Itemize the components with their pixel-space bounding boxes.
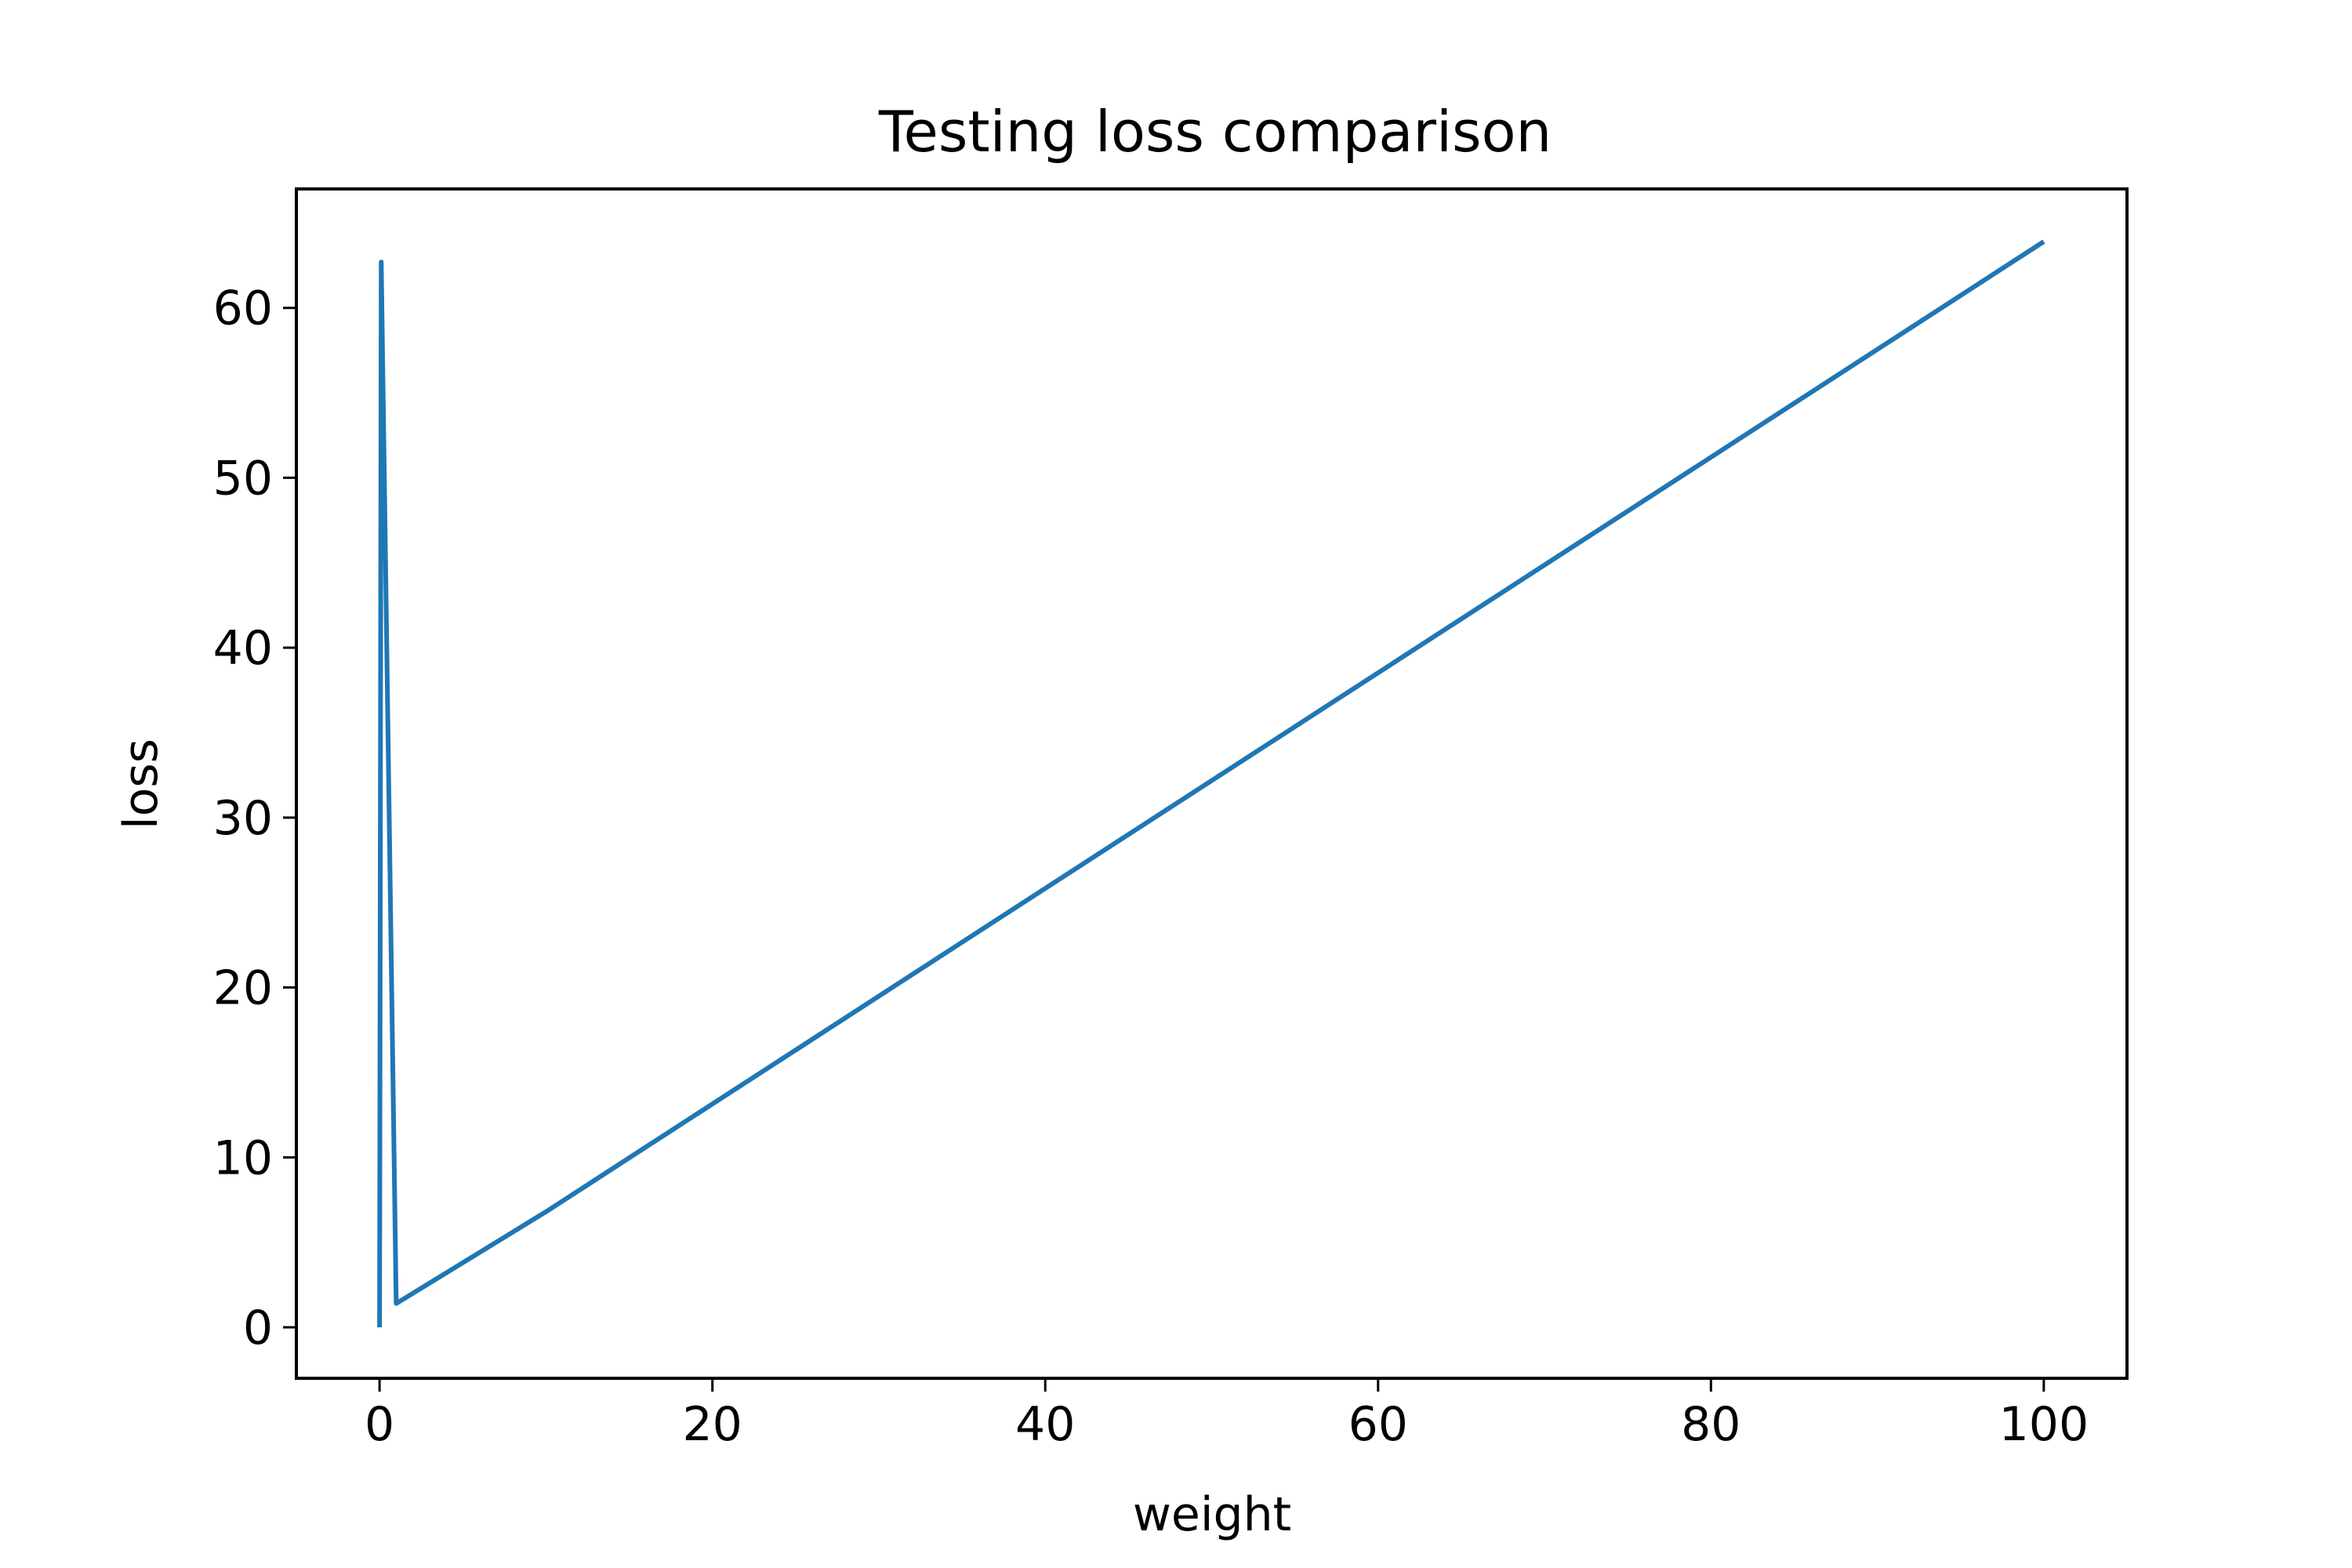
y-tick-label: 20: [213, 961, 273, 1016]
y-axis: 0 10 20 30 40 50 60: [213, 281, 296, 1356]
y-tick-label: 30: [213, 791, 273, 846]
y-tick-label: 50: [213, 451, 273, 506]
y-tick-label: 10: [213, 1131, 273, 1185]
x-tick-label: 20: [683, 1397, 742, 1452]
x-axis: 0 20 40 60 80 100: [365, 1378, 2089, 1452]
chart-title: Testing loss comparison: [878, 99, 1552, 165]
x-tick-label: 60: [1348, 1397, 1408, 1452]
series-line-0: [377, 239, 2045, 1327]
y-tick-label: 60: [213, 281, 273, 336]
x-tick-label: 0: [365, 1397, 394, 1452]
y-tick-label: 0: [243, 1301, 273, 1356]
plot-frame: [295, 187, 2129, 1380]
plot-area: [377, 239, 2045, 1327]
x-tick-label: 80: [1681, 1397, 1740, 1452]
x-tick-label: 40: [1015, 1397, 1075, 1452]
y-axis-label: loss: [114, 739, 169, 829]
x-axis-label: weight: [1133, 1487, 1291, 1542]
x-tick-label: 100: [1999, 1397, 2089, 1452]
y-tick-label: 40: [213, 621, 273, 676]
